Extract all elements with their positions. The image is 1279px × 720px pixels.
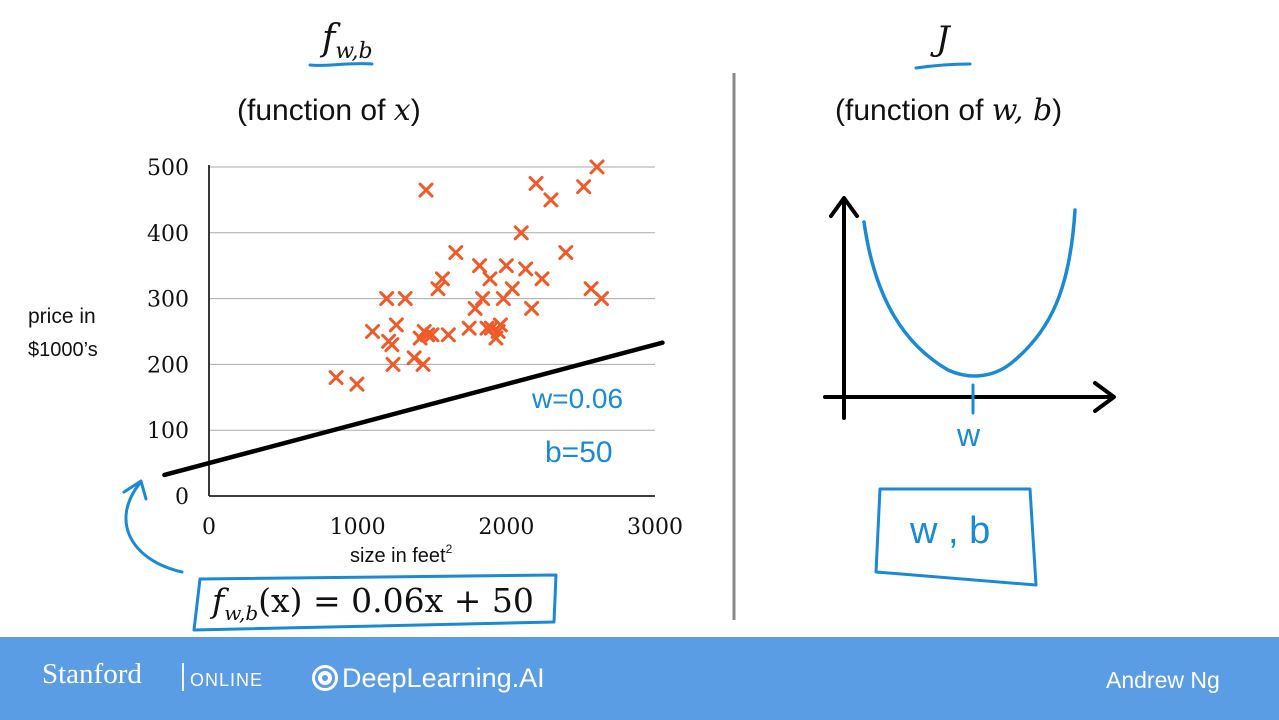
data-point: [412, 330, 428, 346]
data-point: [498, 258, 514, 274]
data-point: [576, 179, 592, 195]
formula: fw,b(x) = 0.06x + 50: [209, 581, 534, 625]
x-tick-label: 2000: [478, 515, 534, 540]
x-tick-label: 3000: [627, 515, 683, 540]
data-point: [472, 258, 488, 274]
left-heading-underline: [308, 62, 374, 67]
left-heading: fw,b: [319, 18, 373, 64]
grid-lines: [209, 166, 655, 431]
data-point: [328, 370, 344, 386]
x-tick-label: 1000: [330, 515, 386, 540]
intercept-arrow: [124, 481, 184, 574]
right-subtitle: (function of w, b): [835, 93, 1062, 128]
data-point: [406, 350, 422, 366]
cost-chart: w: [823, 196, 1116, 453]
annotation-w-value: w=0.06: [531, 383, 623, 414]
left-subtitle: (function of x): [237, 93, 421, 128]
y-tick-labels: 0 100 200 300 400 500: [147, 156, 189, 510]
right-subtitle-prefix: (function of: [835, 94, 992, 127]
stanford-divider: [182, 663, 184, 691]
annotation-b-value: b=50: [545, 436, 613, 469]
data-point: [593, 291, 609, 307]
right-heading: J: [930, 19, 952, 59]
online-logo-text: ONLINE: [190, 670, 264, 690]
x-axis-label-text: size in feet: [350, 545, 446, 567]
right-heading-underline: [914, 62, 972, 70]
x-tick-label: 0: [202, 515, 216, 540]
y-tick-label: 100: [147, 419, 189, 444]
cost-x-axis-arrowhead: [1093, 381, 1116, 413]
data-point: [518, 261, 534, 277]
data-point: [365, 324, 381, 339]
formula-rest: (x) = 0.06x + 50: [258, 581, 534, 620]
deeplearning-logo-icon: [312, 665, 338, 691]
data-point: [440, 327, 456, 343]
data-point: [397, 291, 413, 307]
data-point: [385, 356, 401, 372]
y-tick-label: 500: [147, 156, 189, 181]
data-point: [415, 356, 431, 372]
data-point: [388, 317, 404, 333]
data-point: [504, 281, 520, 297]
params-text: w , b: [909, 510, 990, 552]
y-tick-label: 300: [147, 288, 189, 313]
data-point: [461, 320, 477, 336]
left-heading-subscript: w,b: [335, 39, 372, 64]
data-point: [349, 376, 365, 392]
right-subtitle-var: w, b: [992, 93, 1052, 128]
formula-box: [192, 573, 558, 632]
left-subtitle-var: x: [394, 93, 411, 128]
x-axis-label-superscript: 2: [446, 542, 453, 556]
y-tick-label: 400: [147, 222, 189, 247]
data-point: [384, 337, 400, 353]
left-subtitle-prefix: (function of: [237, 94, 394, 127]
data-point: [430, 281, 446, 297]
data-point: [448, 245, 464, 261]
data-point: [379, 291, 395, 307]
data-point: [513, 225, 529, 241]
y-axis-label-line2: $1000’s: [28, 339, 98, 361]
data-point: [524, 300, 540, 316]
data-point: [434, 271, 450, 287]
data-point: [589, 159, 605, 175]
cost-curve: [862, 208, 1077, 378]
data-point: [558, 245, 574, 261]
right-subtitle-suffix: ): [1052, 94, 1062, 127]
footer-bar: Stanford ONLINE DeepLearning.AI Andrew N…: [0, 637, 1279, 720]
scatter-points: [328, 159, 609, 392]
fit-line: [162, 340, 665, 478]
data-point: [420, 327, 436, 343]
data-point: [482, 271, 498, 287]
intercept-arrow-head: [122, 479, 148, 501]
cost-y-axis-arrowhead: [829, 196, 859, 218]
instructor-name: Andrew Ng: [1106, 667, 1220, 693]
y-tick-label: 0: [175, 485, 189, 510]
data-point: [543, 192, 559, 208]
data-point: [424, 327, 440, 343]
data-point: [418, 182, 434, 198]
stanford-logo-text: Stanford: [42, 658, 142, 690]
x-axis-label: size in feet2: [350, 542, 453, 567]
y-axis-label-line1: price in: [28, 305, 96, 328]
data-point: [467, 300, 483, 316]
data-point: [528, 175, 544, 191]
y-tick-label: 200: [147, 353, 189, 378]
x-tick-labels: 0 1000 2000 3000: [202, 515, 683, 540]
data-point: [492, 317, 508, 333]
left-subtitle-suffix: ): [411, 94, 421, 127]
formula-subscript: w,b: [224, 601, 258, 625]
data-point: [475, 291, 491, 307]
params-box: [874, 487, 1038, 587]
cost-x-label-w: w: [956, 417, 981, 453]
slide-canvas: fw,b (function of x) 0 100 200 300 400 500 0 1…: [28, 18, 1116, 632]
data-point: [534, 271, 550, 287]
deeplearning-logo-text: DeepLearning.AI: [342, 663, 545, 693]
